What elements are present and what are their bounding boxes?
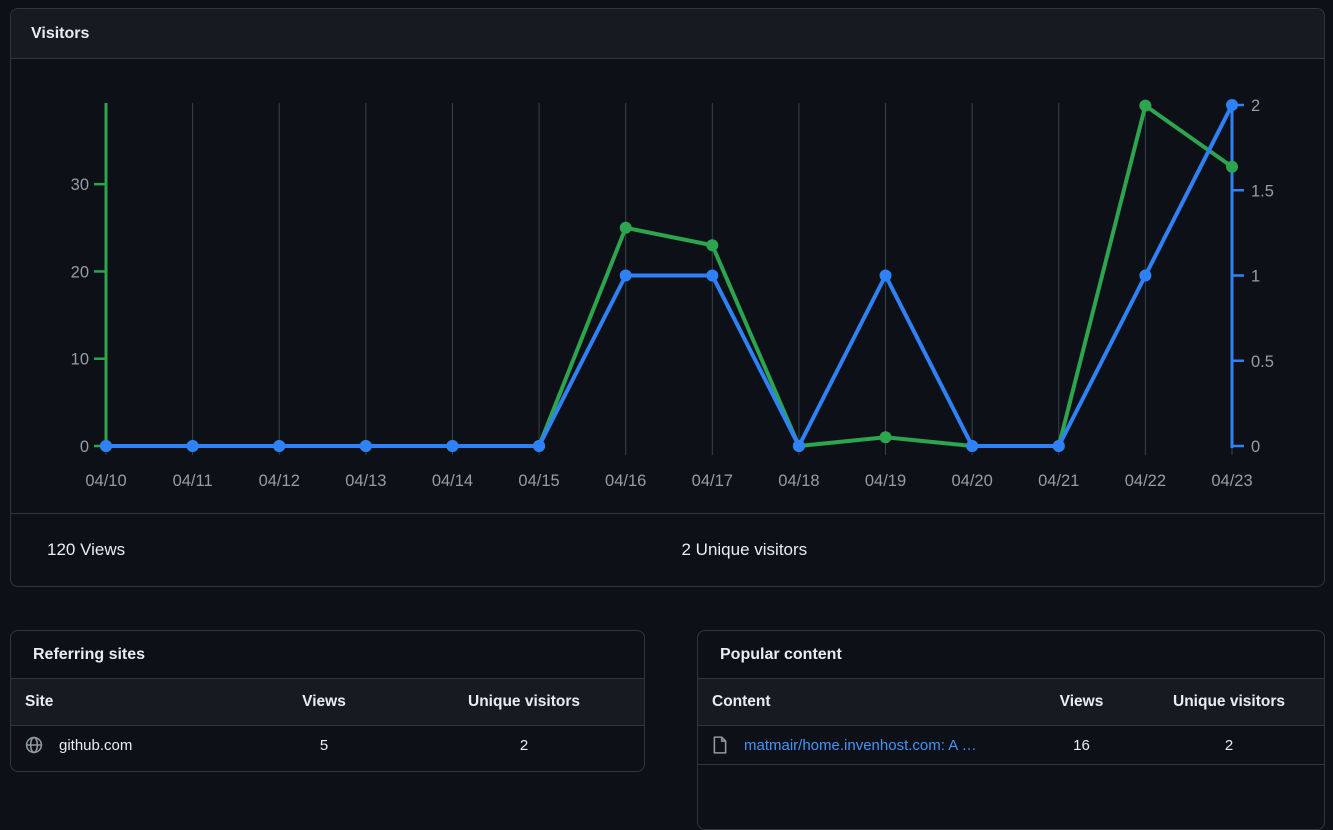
svg-text:04/13: 04/13 xyxy=(345,472,386,490)
svg-text:04/17: 04/17 xyxy=(692,472,733,490)
svg-text:0.5: 0.5 xyxy=(1251,353,1274,371)
svg-text:04/18: 04/18 xyxy=(778,472,819,490)
svg-text:04/20: 04/20 xyxy=(952,472,993,490)
col-views: Views xyxy=(244,679,404,726)
referring-sites-header: Referring sites xyxy=(11,631,644,679)
svg-text:04/23: 04/23 xyxy=(1211,472,1252,490)
col-site: Site xyxy=(11,679,244,726)
svg-text:30: 30 xyxy=(71,176,89,194)
col-unique-visitors: Unique visitors xyxy=(1134,679,1324,726)
content-link[interactable]: matmair/home.invenhost.com: A … xyxy=(744,736,977,754)
visitors-card-header: Visitors xyxy=(11,9,1324,59)
col-views: Views xyxy=(1029,679,1134,726)
visitors-chart[interactable]: 04/10 04/11 04/12 04/13 04/14 04/15 04/16 04/17… xyxy=(11,59,1324,513)
svg-text:04/10: 04/10 xyxy=(85,472,126,490)
content-views: 16 xyxy=(1029,725,1134,765)
total-unique-visitors: 2 Unique visitors xyxy=(681,540,808,559)
visitors-chart-body: 04/10 04/11 04/12 04/13 04/14 04/15 04/16 04/17… xyxy=(11,59,1324,513)
referring-sites-table: Site Views Unique visitors xyxy=(11,679,644,764)
svg-text:1: 1 xyxy=(1251,268,1260,286)
referring-sites-header-row: Site Views Unique visitors xyxy=(11,679,644,726)
svg-text:04/22: 04/22 xyxy=(1125,472,1166,490)
table-row: github.com 5 2 xyxy=(11,726,644,765)
referring-sites-title: Referring sites xyxy=(33,645,146,663)
svg-text:10: 10 xyxy=(71,351,89,369)
popular-content-title: Popular content xyxy=(720,645,842,663)
popular-content-table: Content Views Unique visitors matmair/ xyxy=(698,679,1324,765)
popular-content-header: Popular content xyxy=(698,631,1324,679)
popular-content-card: Popular content Content Views Unique vis… xyxy=(697,630,1325,830)
svg-text:04/21: 04/21 xyxy=(1038,472,1079,490)
svg-text:1.5: 1.5 xyxy=(1251,182,1274,200)
table-row: matmair/home.invenhost.com: A … 16 2 xyxy=(698,725,1324,765)
content-unique-visitors: 2 xyxy=(1134,725,1324,765)
svg-text:0: 0 xyxy=(80,438,89,456)
svg-text:20: 20 xyxy=(71,263,89,281)
referring-sites-card: Referring sites Site Views Unique visito… xyxy=(10,630,645,772)
total-views: 120 Views xyxy=(47,540,126,559)
visitors-title: Visitors xyxy=(31,24,90,42)
visitors-card: Visitors 04/10 04/11 04/12 04/13 04/14 04/15 0… xyxy=(10,8,1325,587)
visitors-card-footer: 120 Views 2 Unique visitors xyxy=(11,513,1324,586)
site-name: github.com xyxy=(59,736,133,754)
svg-text:2: 2 xyxy=(1251,97,1260,115)
svg-text:04/12: 04/12 xyxy=(259,472,300,490)
site-views: 5 xyxy=(319,736,329,754)
svg-text:04/15: 04/15 xyxy=(518,472,559,490)
svg-text:04/16: 04/16 xyxy=(605,472,646,490)
svg-text:04/11: 04/11 xyxy=(173,472,213,490)
col-unique-visitors: Unique visitors xyxy=(404,679,644,726)
globe-icon xyxy=(25,736,43,754)
popular-content-header-row: Content Views Unique visitors xyxy=(698,679,1324,726)
svg-text:04/19: 04/19 xyxy=(865,472,906,490)
svg-text:0: 0 xyxy=(1251,438,1260,456)
svg-text:04/14: 04/14 xyxy=(432,472,473,490)
site-unique-visitors: 2 xyxy=(519,736,529,754)
col-content: Content xyxy=(698,679,1029,726)
file-icon xyxy=(712,736,728,754)
